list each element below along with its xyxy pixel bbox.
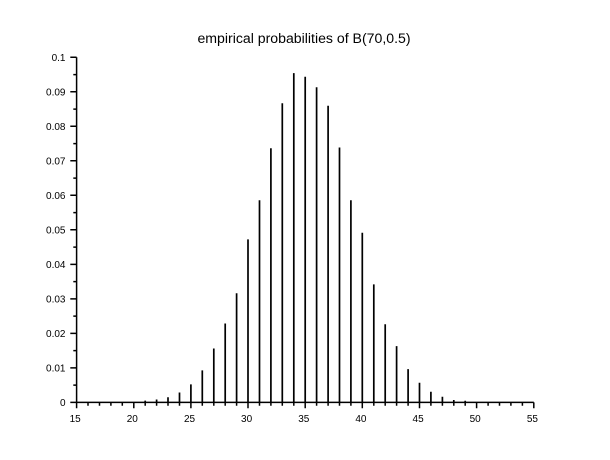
svg-text:30: 30 xyxy=(241,414,253,425)
svg-text:0.07: 0.07 xyxy=(46,156,66,167)
svg-text:25: 25 xyxy=(184,414,196,425)
svg-text:35: 35 xyxy=(298,414,310,425)
svg-text:0.01: 0.01 xyxy=(46,363,66,374)
svg-text:40: 40 xyxy=(355,414,367,425)
svg-text:50: 50 xyxy=(470,414,482,425)
svg-text:0.08: 0.08 xyxy=(46,122,66,133)
svg-text:0.1: 0.1 xyxy=(52,53,66,64)
svg-text:0.02: 0.02 xyxy=(46,329,66,340)
svg-text:55: 55 xyxy=(527,414,539,425)
svg-text:0: 0 xyxy=(60,398,66,409)
svg-text:0.05: 0.05 xyxy=(46,225,66,236)
svg-text:15: 15 xyxy=(70,414,82,425)
svg-text:0.03: 0.03 xyxy=(46,294,66,305)
svg-text:20: 20 xyxy=(127,414,139,425)
svg-text:0.04: 0.04 xyxy=(46,260,66,271)
svg-text:empirical probabilities of B(7: empirical probabilities of B(70,0.5) xyxy=(197,30,410,46)
svg-text:0.09: 0.09 xyxy=(46,87,66,98)
svg-text:45: 45 xyxy=(413,414,425,425)
svg-text:0.06: 0.06 xyxy=(46,191,66,202)
